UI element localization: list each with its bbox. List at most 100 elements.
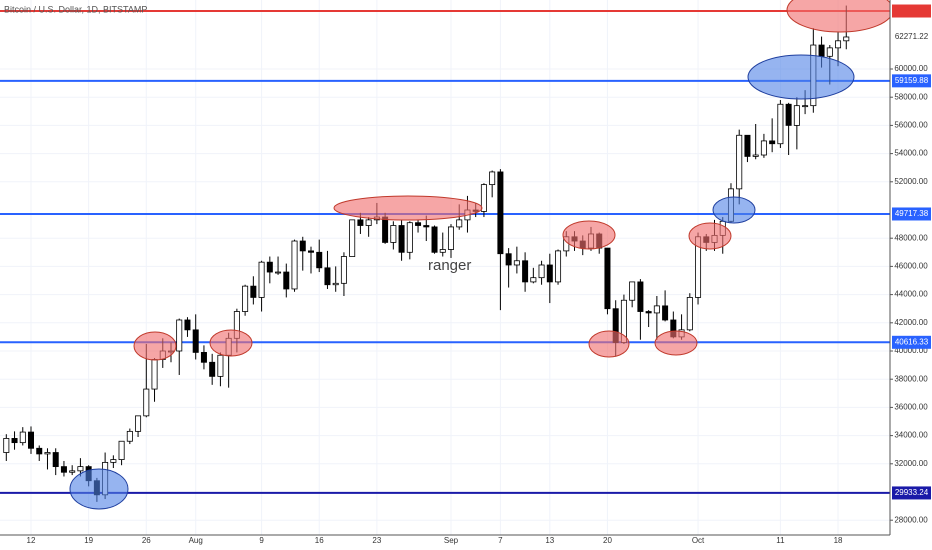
candle-body bbox=[77, 466, 84, 472]
y-tick-label: 32000.00 bbox=[894, 459, 928, 468]
candle-body bbox=[118, 440, 125, 460]
y-tick-label: 44000.00 bbox=[894, 290, 928, 299]
ellipse bbox=[688, 222, 732, 250]
candle-body bbox=[242, 285, 249, 312]
candle-body bbox=[736, 134, 743, 190]
candle-body bbox=[324, 267, 331, 286]
level-label-box bbox=[892, 486, 931, 500]
candle-body bbox=[332, 282, 339, 286]
candle-body bbox=[52, 452, 59, 468]
annotation: ranger bbox=[428, 257, 471, 274]
candle-body bbox=[316, 251, 323, 269]
candle-body bbox=[406, 222, 413, 253]
candle-body bbox=[480, 184, 487, 212]
level-label: 49717.38 bbox=[895, 209, 929, 218]
candle-body bbox=[826, 47, 833, 57]
candle-body bbox=[3, 438, 10, 453]
x-tick-label: 26 bbox=[142, 536, 151, 545]
candle-body bbox=[357, 219, 364, 226]
x-tick-label: Sep bbox=[444, 536, 459, 545]
candle-body bbox=[349, 219, 356, 257]
candle-body bbox=[662, 305, 669, 321]
price-axis bbox=[890, 0, 932, 535]
level-label: 29933.24 bbox=[895, 488, 929, 497]
candle-body bbox=[266, 261, 273, 273]
candle-body bbox=[209, 361, 216, 377]
y-tick-label: 54000.00 bbox=[894, 149, 928, 158]
candle-body bbox=[530, 277, 537, 283]
y-tick-label: 28000.00 bbox=[894, 515, 928, 524]
candle-body bbox=[522, 260, 529, 283]
candle-body bbox=[686, 297, 693, 331]
candle-body bbox=[28, 431, 35, 449]
candle-body bbox=[629, 281, 636, 301]
candle-body bbox=[275, 271, 282, 274]
ellipse bbox=[69, 468, 129, 510]
candle-body bbox=[250, 285, 257, 298]
candle-body bbox=[785, 103, 792, 126]
x-tick-label: 16 bbox=[315, 536, 324, 545]
candle-body bbox=[217, 354, 224, 377]
ellipse bbox=[588, 330, 630, 358]
candle-body bbox=[538, 264, 545, 279]
ellipse bbox=[333, 195, 483, 221]
x-tick-label: 20 bbox=[603, 536, 612, 545]
y-tick-label: 48000.00 bbox=[894, 233, 928, 242]
y-tick-label: 46000.00 bbox=[894, 262, 928, 271]
y-tick-label: 60000.00 bbox=[894, 64, 928, 73]
candle-body bbox=[143, 388, 150, 417]
y-tick-label: 40000.00 bbox=[894, 346, 928, 355]
candle-body bbox=[760, 140, 767, 156]
candle-body bbox=[126, 430, 133, 442]
candle-body bbox=[645, 311, 652, 314]
candle-body bbox=[497, 171, 504, 255]
candle-body bbox=[11, 438, 18, 444]
x-tick-label: 9 bbox=[259, 536, 264, 545]
candle-body bbox=[423, 225, 430, 228]
level-label: 40616.33 bbox=[895, 337, 929, 346]
candle-body bbox=[390, 225, 397, 243]
last-price-label: 62271.22 bbox=[895, 32, 929, 41]
candle-body bbox=[151, 359, 158, 390]
candle-body bbox=[69, 470, 76, 473]
level-label-box bbox=[892, 335, 931, 349]
candle-body bbox=[192, 329, 199, 353]
x-tick-label: 7 bbox=[498, 536, 503, 545]
candle-body bbox=[258, 261, 265, 298]
ellipse bbox=[562, 220, 616, 250]
x-tick-label: 12 bbox=[27, 536, 36, 545]
chart-title: Bitcoin / U.S. Dollar, 1D, BITSTAMP bbox=[4, 4, 147, 14]
candle-body bbox=[283, 271, 290, 290]
ellipse bbox=[712, 196, 756, 224]
candle-body bbox=[431, 226, 438, 253]
candle-body bbox=[752, 154, 759, 157]
y-tick-label: 56000.00 bbox=[894, 121, 928, 130]
x-tick-label: Aug bbox=[189, 536, 203, 545]
candle-body bbox=[36, 447, 43, 455]
candle-body bbox=[184, 319, 191, 331]
ellipse bbox=[654, 330, 698, 356]
candle-body bbox=[200, 352, 207, 363]
ellipse bbox=[209, 329, 253, 357]
x-tick-label: 19 bbox=[84, 536, 93, 545]
ellipse bbox=[747, 54, 855, 100]
candle-body bbox=[439, 249, 446, 253]
axis-labels: 28000.00 32000.00 34000.00 36000.00 38000.00… bbox=[27, 4, 931, 545]
y-tick-label: 42000.00 bbox=[894, 318, 928, 327]
candle-body bbox=[447, 226, 454, 250]
candle-body bbox=[653, 305, 660, 314]
y-tick-label: 36000.00 bbox=[894, 403, 928, 412]
candle-body bbox=[456, 219, 463, 228]
candle-body bbox=[398, 225, 405, 253]
candle-body bbox=[299, 240, 306, 252]
x-tick-label: 18 bbox=[834, 536, 843, 545]
x-tick-label: Oct bbox=[692, 536, 705, 545]
candle-body bbox=[176, 319, 183, 352]
ellipse bbox=[133, 331, 177, 361]
candle-body bbox=[415, 222, 422, 226]
y-tick-label: 34000.00 bbox=[894, 431, 928, 440]
candle-body bbox=[793, 105, 800, 126]
candle-body bbox=[546, 264, 553, 283]
candle-body bbox=[382, 216, 389, 243]
level-label: 59159.88 bbox=[895, 76, 929, 85]
